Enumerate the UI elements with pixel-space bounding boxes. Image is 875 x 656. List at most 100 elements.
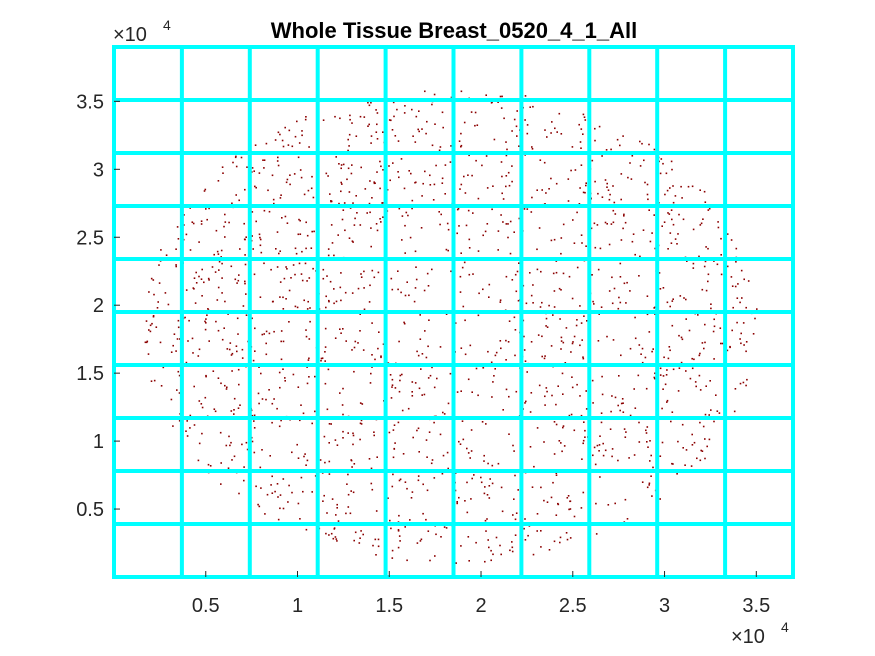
data-point [505, 154, 508, 157]
data-point [359, 330, 361, 332]
data-point [695, 385, 697, 388]
data-point [526, 371, 528, 373]
data-point [368, 301, 371, 303]
data-point [276, 266, 279, 268]
data-point [574, 169, 577, 171]
data-point [377, 347, 379, 350]
data-point [184, 316, 186, 319]
data-point [704, 457, 706, 460]
data-point [468, 154, 470, 157]
data-point [648, 331, 651, 333]
data-point [342, 413, 344, 416]
data-point [552, 314, 554, 316]
data-point [425, 132, 427, 135]
data-point [334, 115, 336, 118]
data-point [375, 554, 377, 556]
data-point [276, 231, 279, 233]
data-point [458, 440, 460, 443]
data-point [410, 172, 412, 175]
data-point [551, 394, 553, 397]
data-point [641, 481, 644, 483]
data-point [400, 158, 403, 160]
data-point [470, 111, 473, 113]
data-point [326, 512, 328, 514]
data-point [443, 526, 446, 528]
data-point [220, 462, 222, 464]
data-point [652, 348, 654, 350]
data-point [218, 260, 221, 263]
data-point [179, 338, 181, 340]
data-point [469, 344, 472, 347]
data-point [444, 164, 447, 166]
data-point [362, 533, 364, 536]
data-point [370, 227, 372, 229]
data-point [311, 175, 313, 178]
data-point [224, 300, 226, 303]
data-point [426, 489, 429, 492]
data-point [646, 486, 649, 489]
data-point [580, 164, 583, 166]
data-point [198, 348, 201, 351]
data-point [391, 386, 393, 388]
data-point [227, 467, 230, 469]
data-point [663, 221, 666, 223]
data-point [177, 238, 180, 240]
data-point [267, 189, 269, 192]
data-point [208, 207, 210, 210]
data-point [225, 388, 228, 390]
data-point [532, 302, 534, 304]
data-point [289, 174, 291, 176]
data-point [484, 486, 486, 488]
data-point [350, 172, 353, 175]
data-point [241, 443, 243, 446]
data-point [433, 477, 436, 479]
data-point [253, 451, 256, 454]
data-point [308, 376, 310, 378]
data-point [304, 118, 307, 121]
data-point [282, 368, 284, 370]
data-point [559, 318, 561, 320]
data-point [340, 164, 343, 166]
y-axis-multiplier: ×10 4 [113, 17, 171, 46]
data-point [279, 507, 281, 510]
data-point [235, 165, 238, 168]
data-point [594, 139, 596, 142]
data-point [553, 540, 556, 543]
data-point [203, 190, 206, 192]
data-point [330, 423, 332, 425]
data-point [208, 340, 210, 342]
data-point [324, 382, 327, 385]
data-point [329, 193, 331, 195]
data-point [569, 500, 571, 503]
data-point [745, 306, 747, 309]
data-point [297, 233, 300, 236]
data-point [282, 145, 285, 148]
data-point [417, 475, 420, 477]
data-point [257, 503, 259, 506]
data-point [640, 353, 642, 355]
data-point [604, 179, 607, 181]
data-point [557, 385, 559, 387]
data-point [390, 119, 392, 122]
data-point [297, 502, 300, 505]
data-point [700, 449, 702, 452]
data-point [175, 265, 177, 268]
data-point [651, 232, 653, 234]
data-point [494, 368, 496, 370]
data-point [653, 148, 656, 151]
data-point [290, 277, 292, 279]
data-point [560, 340, 563, 342]
data-point [508, 320, 511, 322]
data-point [443, 413, 446, 415]
data-point [584, 119, 587, 121]
data-point [279, 494, 282, 496]
data-point [459, 275, 462, 278]
data-point [324, 346, 327, 348]
data-point [297, 156, 300, 159]
data-point [307, 359, 310, 361]
data-point [704, 438, 706, 440]
data-point [585, 245, 587, 247]
data-point [415, 266, 417, 268]
data-point [292, 373, 295, 376]
data-point [450, 145, 452, 147]
